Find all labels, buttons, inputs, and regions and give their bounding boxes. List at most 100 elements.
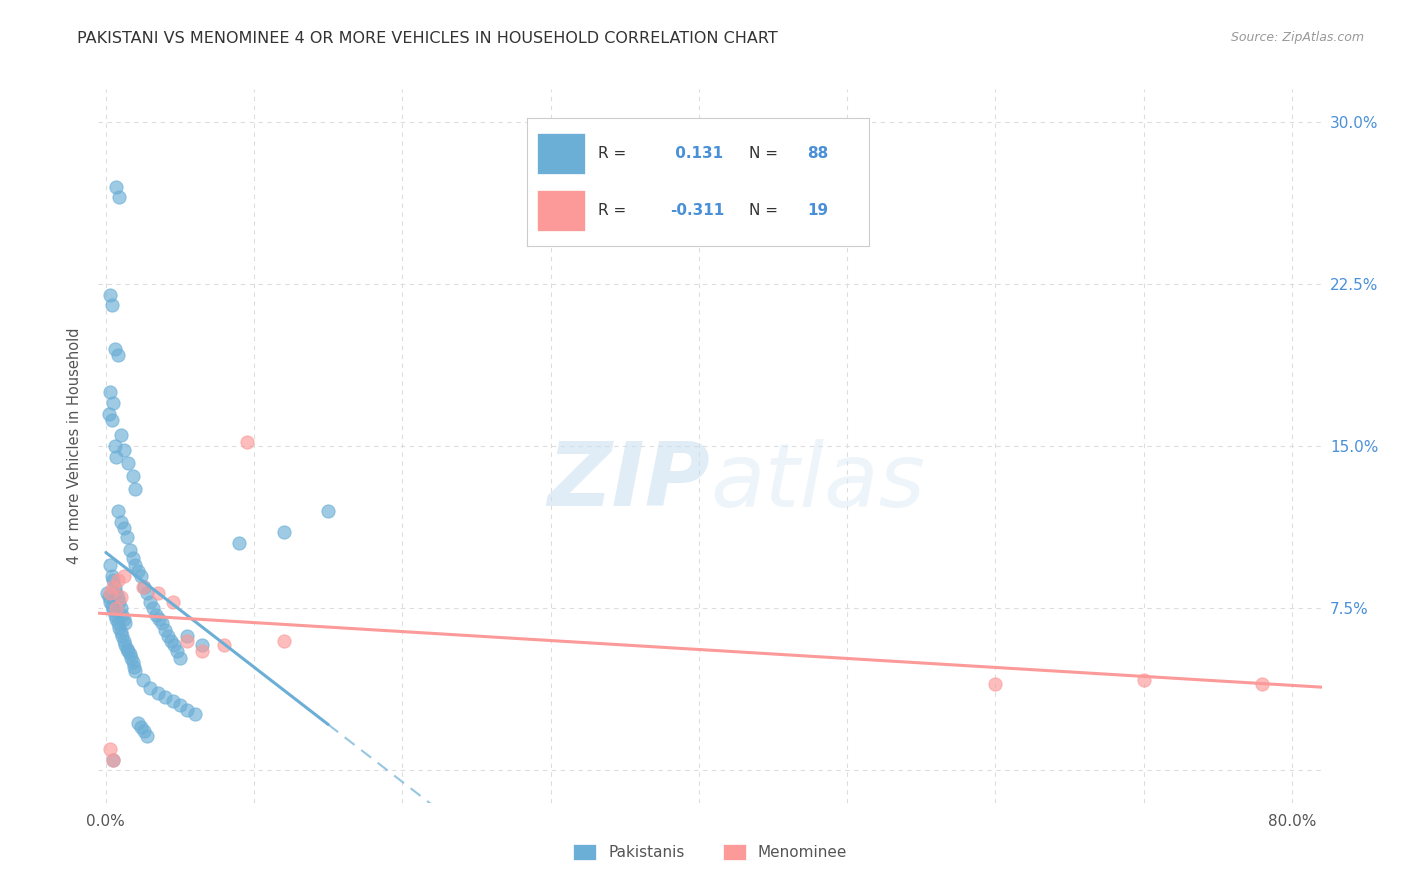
Point (166, 644, 188, 658)
Point (104, 607, 127, 622)
Point (176, 629, 198, 643)
Point (169, 698, 191, 713)
Point (145, 607, 167, 622)
Point (100, 599, 122, 613)
Point (1251, 677, 1274, 691)
Point (108, 595, 131, 609)
Point (157, 629, 180, 643)
Point (105, 612, 128, 626)
Point (96, 586, 118, 600)
Point (100, 413, 122, 427)
Point (103, 573, 125, 587)
Point (107, 573, 129, 587)
Point (103, 753, 125, 767)
Point (118, 647, 141, 661)
Point (97, 407, 120, 421)
Point (131, 720, 153, 734)
Point (103, 580, 125, 594)
Text: PAKISTANI VS MENOMINEE 4 OR MORE VEHICLES IN HOUSEHOLD CORRELATION CHART: PAKISTANI VS MENOMINEE 4 OR MORE VEHICLE… (77, 31, 778, 46)
Point (124, 664, 146, 678)
Point (121, 655, 143, 669)
Point (110, 515, 132, 529)
Point (108, 621, 131, 635)
Point (184, 707, 207, 722)
Point (98, 595, 121, 609)
Point (121, 551, 143, 566)
Point (112, 568, 135, 582)
Point (273, 525, 295, 540)
Point (118, 542, 141, 557)
Point (169, 651, 191, 665)
Point (124, 482, 146, 496)
Point (110, 601, 132, 615)
Point (134, 724, 156, 739)
Point (110, 624, 132, 639)
Point (111, 607, 134, 622)
Text: atlas: atlas (710, 439, 925, 524)
Point (114, 638, 136, 652)
Point (148, 612, 170, 626)
Point (112, 612, 135, 626)
Point (153, 623, 176, 637)
Point (127, 715, 149, 730)
Point (228, 536, 250, 550)
Point (107, 591, 129, 605)
Point (132, 580, 155, 594)
Point (98, 558, 121, 572)
Point (103, 753, 125, 767)
Point (124, 558, 146, 572)
Point (1132, 673, 1154, 687)
Point (104, 580, 127, 594)
Point (153, 690, 176, 704)
Point (105, 450, 128, 464)
Point (176, 633, 198, 648)
Point (146, 586, 169, 600)
Point (117, 456, 139, 470)
Point (105, 586, 128, 600)
Point (104, 439, 127, 453)
Point (132, 673, 155, 687)
Point (114, 616, 136, 631)
Point (191, 638, 214, 652)
Point (176, 703, 198, 717)
Point (117, 644, 139, 658)
Point (163, 638, 186, 652)
Point (111, 629, 134, 643)
Point (112, 521, 135, 535)
Point (110, 428, 132, 442)
Point (97, 591, 120, 605)
Point (191, 644, 214, 658)
Point (108, 190, 131, 204)
Point (103, 396, 125, 410)
Point (110, 591, 132, 605)
Point (100, 568, 122, 582)
Point (112, 633, 135, 648)
Legend: Pakistanis, Menominee: Pakistanis, Menominee (567, 838, 853, 866)
Text: ZIP: ZIP (547, 438, 710, 525)
Point (112, 443, 135, 458)
Point (98, 586, 121, 600)
Point (139, 681, 162, 696)
Point (121, 469, 143, 483)
Point (134, 580, 156, 594)
Point (120, 651, 142, 665)
Point (150, 616, 173, 631)
Point (136, 729, 159, 743)
Text: Source: ZipAtlas.com: Source: ZipAtlas.com (1230, 31, 1364, 45)
Point (316, 504, 339, 518)
Point (104, 342, 127, 356)
Point (98, 741, 121, 756)
Point (984, 677, 1007, 691)
Point (127, 565, 149, 579)
Point (136, 586, 159, 600)
Y-axis label: 4 or more Vehicles in Household: 4 or more Vehicles in Household (66, 327, 82, 565)
Point (107, 616, 129, 631)
Point (122, 659, 145, 673)
Point (273, 633, 295, 648)
Point (115, 642, 138, 657)
Point (214, 638, 236, 652)
Point (235, 434, 257, 449)
Point (98, 287, 121, 301)
Point (142, 601, 165, 615)
Point (98, 384, 121, 399)
